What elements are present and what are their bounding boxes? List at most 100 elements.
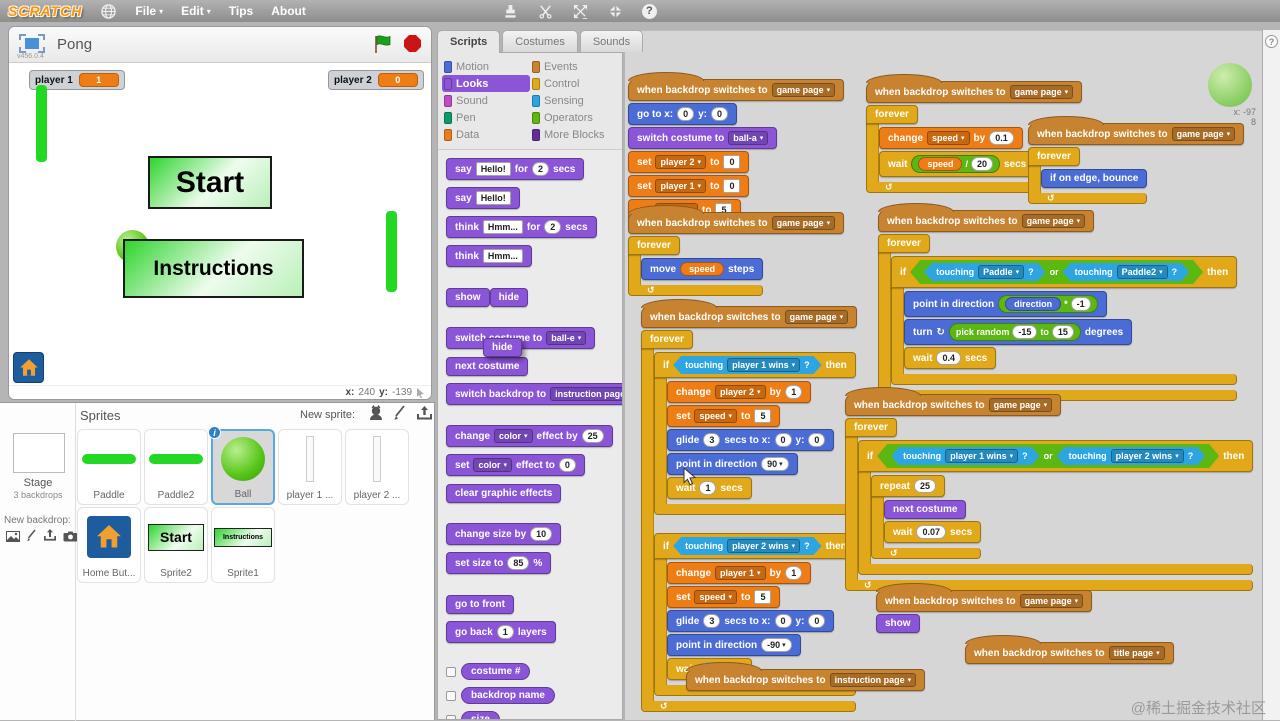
dropdown[interactable]: speed▾ [694, 590, 737, 604]
number-slot[interactable]: 15 [1052, 325, 1074, 339]
c-block-header[interactable]: forever [866, 105, 918, 124]
text-slot[interactable]: Hmm... [483, 220, 523, 234]
dropdown[interactable]: game page▾ [1172, 127, 1236, 141]
palette-category-data[interactable]: Data [442, 126, 530, 143]
tab-sounds[interactable]: Sounds [580, 30, 643, 52]
number-slot[interactable]: 0 [808, 614, 825, 628]
dropdown[interactable]: instruction page▾ [550, 387, 622, 401]
dropdown[interactable]: game page▾ [785, 310, 849, 324]
text-slot[interactable]: Hello! [476, 162, 511, 176]
block-help-icon[interactable]: ? [642, 4, 657, 19]
sprite-item-paddle[interactable]: Paddle [77, 429, 141, 505]
dropdown[interactable]: player 1 wins▾ [945, 449, 1018, 463]
c-block-header[interactable]: forever [641, 330, 693, 349]
menu-edit[interactable]: Edit▾ [181, 4, 211, 18]
sprite-item-player-2-[interactable]: player 2 ... [345, 429, 409, 505]
stack-block[interactable]: if on edge, bounce [1041, 169, 1147, 188]
camera-backdrop-icon[interactable] [63, 529, 78, 547]
help-icon[interactable]: ? [1265, 35, 1278, 48]
text-slot[interactable]: Hmm... [483, 249, 523, 263]
dropdown[interactable]: 90▾ [761, 457, 789, 471]
number-slot[interactable]: 2 [532, 162, 549, 176]
palette-category-operators[interactable]: Operators [530, 109, 618, 126]
c-block-header[interactable]: forever [1028, 147, 1080, 166]
presentation-mode-icon[interactable] [19, 34, 45, 53]
dropdown[interactable]: Paddle2▾ [1117, 265, 1168, 279]
operator-reporter[interactable]: speed/20 [911, 155, 1000, 173]
number-slot[interactable]: 0 [775, 614, 792, 628]
number-slot[interactable]: 0 [711, 107, 728, 121]
variable-reporter[interactable]: speed [680, 262, 724, 276]
c-block-header[interactable]: forever [628, 236, 680, 255]
sprite-item-home-but-[interactable]: Home But... [77, 507, 141, 583]
dropdown[interactable]: game page▾ [1022, 214, 1086, 228]
watcher-checkbox[interactable] [446, 691, 456, 701]
dropdown[interactable]: Paddle▾ [978, 265, 1024, 279]
dropdown[interactable]: ball-e▾ [546, 331, 586, 345]
stack-block[interactable]: point in direction-90▾ [667, 634, 801, 656]
dropdown[interactable]: player 2▾ [655, 155, 706, 169]
number-slot[interactable]: 0 [808, 433, 825, 447]
paint-backdrop-icon[interactable] [26, 529, 37, 547]
operator-reporter[interactable]: direction*-1 [998, 295, 1098, 313]
new-sprite-library-icon[interactable] [368, 405, 384, 426]
backdrop-library-icon[interactable] [6, 529, 20, 547]
instructions-button-sprite[interactable]: Instructions [123, 239, 304, 298]
stack-block[interactable]: next costume [884, 500, 966, 519]
sprite-info-icon[interactable]: i [208, 426, 221, 439]
dropdown[interactable]: game page▾ [772, 216, 836, 230]
number-slot[interactable]: 25 [914, 479, 936, 493]
watcher-checkbox[interactable] [446, 667, 456, 677]
dropdown[interactable]: player 1▾ [655, 179, 706, 193]
paint-new-sprite-icon[interactable] [393, 405, 407, 426]
number-slot[interactable]: 0.1 [989, 131, 1014, 145]
number-slot[interactable]: 10 [530, 527, 552, 541]
start-button-sprite[interactable]: Start [148, 156, 272, 209]
scratch-logo[interactable]: SCRATCH [8, 3, 82, 19]
dropdown[interactable]: instruction page▾ [830, 673, 917, 687]
number-slot[interactable]: 20 [971, 157, 993, 171]
dragged-hide-block[interactable]: hide [483, 338, 522, 357]
palette-category-control[interactable]: Control [530, 75, 618, 92]
dropdown[interactable]: game page▾ [989, 398, 1053, 412]
stack-block[interactable]: hide [490, 288, 529, 307]
dropdown[interactable]: -90▾ [761, 638, 792, 652]
reporter[interactable]: direction [1005, 297, 1061, 311]
menu-tips[interactable]: Tips [229, 4, 253, 18]
stop-button[interactable] [404, 35, 421, 52]
sprite-item-player-1-[interactable]: player 1 ... [278, 429, 342, 505]
palette-category-looks[interactable]: Looks [442, 75, 530, 92]
grow-sprite-icon[interactable] [572, 3, 589, 19]
green-flag-button[interactable] [373, 34, 393, 54]
